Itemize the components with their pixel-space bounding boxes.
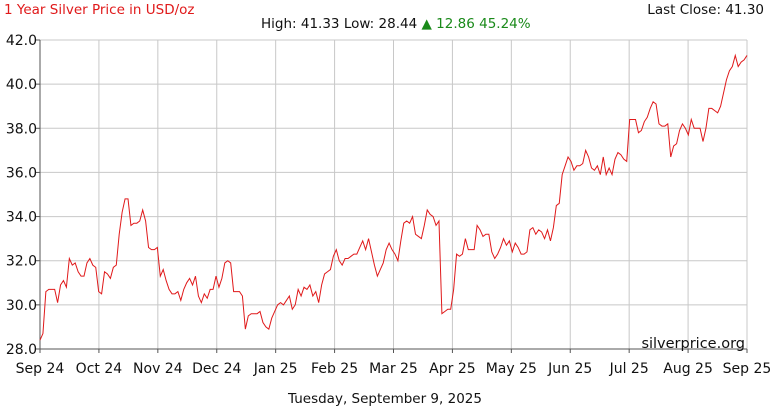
last-close-value: 41.30 <box>725 2 764 18</box>
high-value: 41.33 <box>300 16 340 32</box>
x-axis-ticks: Sep 24 Oct 24 Nov 24 Dec 24 Jan 25 Feb 25 Mar … <box>16 349 770 377</box>
x-tick-label: Jul 25 <box>609 361 649 377</box>
x-tick-label: May 25 <box>486 361 537 377</box>
x-tick-label: Oct 24 <box>76 361 123 377</box>
x-tick-label: Feb 25 <box>311 361 358 377</box>
y-tick-label: 36.0 <box>6 165 37 181</box>
y-axis-ticks: 42.0 40.0 38.0 36.0 34.0 32.0 30.0 28.0 <box>6 33 40 358</box>
chart-title: 1 Year Silver Price in USD/oz <box>4 2 195 18</box>
x-tick-label: Dec 24 <box>192 361 241 377</box>
change-percent: 45.24% <box>479 16 531 32</box>
x-tick-label: Nov 24 <box>133 361 183 377</box>
x-tick-label: Aug 25 <box>663 361 713 377</box>
low-value: 28.44 <box>378 16 418 32</box>
y-tick-label: 38.0 <box>6 121 37 137</box>
y-tick-label: 40.0 <box>6 77 37 93</box>
up-arrow-icon: ▲ <box>421 16 432 32</box>
x-tick-label: Sep 25 <box>723 361 770 377</box>
x-tick-label: Jun 25 <box>547 361 592 377</box>
y-tick-label: 42.0 <box>6 33 37 49</box>
chart-grid <box>39 39 748 350</box>
last-close-label: Last Close: <box>647 2 722 18</box>
footer-date: Tuesday, September 9, 2025 <box>288 391 482 407</box>
y-tick-label: 34.0 <box>6 210 37 226</box>
y-tick-label: 28.0 <box>6 342 37 358</box>
x-tick-label: Jan 25 <box>253 361 298 377</box>
x-tick-label: Sep 24 <box>16 361 65 377</box>
y-tick-label: 30.0 <box>6 298 37 314</box>
low-label: Low: <box>343 16 375 32</box>
high-label: High: <box>261 16 297 32</box>
watermark: silverprice.org <box>641 336 745 352</box>
y-tick-label: 32.0 <box>6 254 37 270</box>
change-value: 12.86 <box>436 16 475 32</box>
x-tick-label: Mar 25 <box>369 361 418 377</box>
last-close: Last Close: 41.30 <box>647 2 764 18</box>
price-line <box>39 53 748 341</box>
x-tick-label: Apr 25 <box>429 361 475 377</box>
price-stats: High: 41.33 Low: 28.44 ▲ 12.86 45.24% <box>261 16 531 32</box>
